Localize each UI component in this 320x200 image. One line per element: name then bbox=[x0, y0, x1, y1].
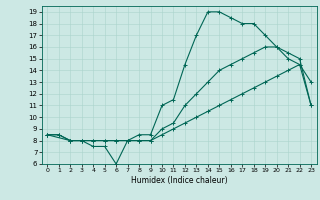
X-axis label: Humidex (Indice chaleur): Humidex (Indice chaleur) bbox=[131, 176, 228, 185]
